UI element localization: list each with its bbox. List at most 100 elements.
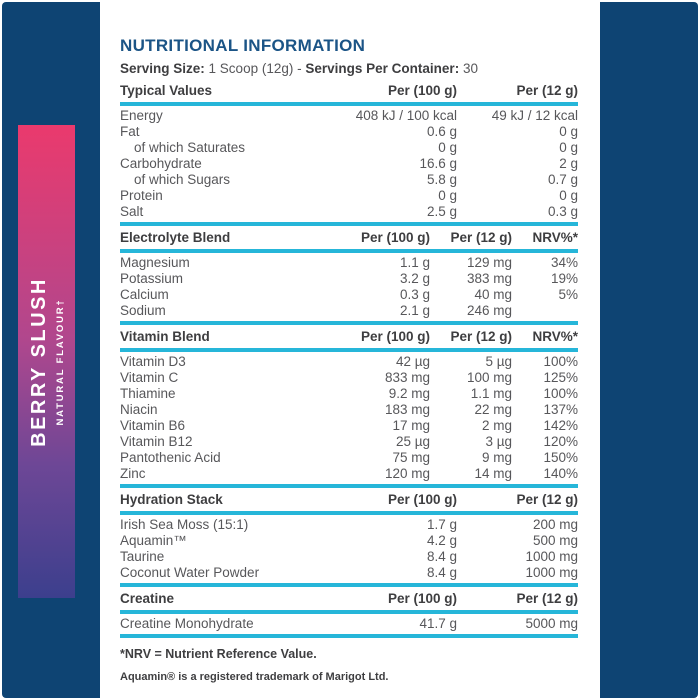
- column-header: NRV%*: [532, 329, 578, 344]
- row-value: 100 mg: [466, 370, 512, 385]
- row-value: 5%: [558, 287, 578, 302]
- nutrition-sections: Typical Values Per (100 g) Per (12 g) Energ…: [120, 81, 578, 638]
- row-value: [512, 303, 578, 319]
- table-row: Energy 408 kJ / 100 kcal 49 kJ / 12 kcal: [120, 108, 578, 124]
- row-value: 16.6 g: [419, 156, 457, 171]
- row-label: of which Saturates: [134, 140, 246, 155]
- section-header-row: Creatine Per (100 g) Per (12 g): [120, 589, 578, 608]
- row-label: Carbohydrate: [120, 156, 202, 171]
- section-title: Typical Values: [120, 83, 213, 98]
- row-label: Zinc: [120, 466, 146, 481]
- footnote-aquamin: Aquamin® is a registered trademark of Ma…: [120, 671, 389, 683]
- row-value: 120 mg: [384, 466, 430, 481]
- row-label: Vitamin B6: [120, 418, 186, 433]
- section-rule: [120, 222, 578, 226]
- row-value: 0.3 g: [547, 204, 578, 219]
- row-label: Vitamin C: [120, 370, 179, 385]
- table-row: Creatine Monohydrate 41.7 g 5000 mg: [120, 616, 578, 632]
- row-value: 833 mg: [384, 370, 430, 385]
- column-header: Per (12 g): [450, 329, 512, 344]
- flavour-banner: BERRY SLUSH NATURAL FLAVOUR†: [18, 125, 75, 598]
- row-label: Vitamin D3: [120, 354, 186, 369]
- row-value: 1.7 g: [426, 517, 457, 532]
- section-title: Hydration Stack: [120, 492, 223, 507]
- row-label: Calcium: [120, 287, 169, 302]
- row-value: 0 g: [559, 124, 578, 139]
- flavour-subtitle: NATURAL FLAVOUR†: [54, 298, 66, 425]
- table-row: Potassium 3.2 g 383 mg 19%: [120, 271, 578, 287]
- row-value: 8.4 g: [426, 565, 457, 580]
- row-value: 5 µg: [485, 354, 512, 369]
- section-header-row: Vitamin Blend Per (100 g) Per (12 g) NRV%*: [120, 327, 578, 346]
- row-value: 3.2 g: [399, 271, 430, 286]
- section-electrolyte-blend: Electrolyte Blend Per (100 g) Per (12 g) NR…: [120, 228, 578, 325]
- row-value: 5.8 g: [426, 172, 457, 187]
- table-row: Thiamine 9.2 mg 1.1 mg 100%: [120, 386, 578, 402]
- serving-size-value: 1 Scoop (12g): [208, 61, 294, 76]
- row-value: 4.2 g: [426, 533, 457, 548]
- row-label: Thiamine: [120, 386, 176, 401]
- row-label: Taurine: [120, 549, 165, 564]
- section-title: Creatine: [120, 591, 175, 606]
- row-label: Protein: [120, 188, 163, 203]
- row-value: 3 µg: [485, 434, 512, 449]
- row-label: Magnesium: [120, 255, 190, 270]
- serving-size-label: Serving Size:: [120, 61, 205, 76]
- row-value: 500 mg: [532, 533, 578, 548]
- page-title: NUTRITIONAL INFORMATION: [120, 36, 366, 55]
- column-header: Per (12 g): [516, 492, 578, 507]
- row-value: 200 mg: [532, 517, 578, 532]
- row-value: 129 mg: [466, 255, 512, 270]
- row-value: 2.5 g: [426, 204, 457, 219]
- section-rule: [120, 484, 578, 488]
- table-row: Aquamin™ 4.2 g 500 mg: [120, 533, 578, 549]
- section-rule: [120, 321, 578, 325]
- section-header-row: Electrolyte Blend Per (100 g) Per (12 g) NR…: [120, 228, 578, 247]
- serving-separator: -: [297, 61, 302, 76]
- row-value: 9 mg: [481, 450, 512, 465]
- row-value: 125%: [543, 370, 578, 385]
- row-value: 41.7 g: [419, 616, 457, 631]
- row-value: 34%: [550, 255, 578, 270]
- row-value: 0 g: [559, 188, 578, 203]
- row-value: 5000 mg: [525, 616, 578, 631]
- row-label: Sodium: [120, 303, 166, 318]
- row-value: 1.1 g: [399, 255, 430, 270]
- section-header-row: Hydration Stack Per (100 g) Per (12 g): [120, 490, 578, 509]
- row-label: Fat: [120, 124, 140, 139]
- table-row: Vitamin B6 17 mg 2 mg 142%: [120, 418, 578, 434]
- row-label: Energy: [120, 108, 163, 123]
- row-label: Aquamin™: [120, 533, 187, 548]
- servings-per-container-label: Servings Per Container:: [305, 61, 460, 76]
- column-header: Per (12 g): [516, 591, 578, 606]
- column-header: Per (100 g): [360, 329, 430, 344]
- column-header: Per (100 g): [360, 230, 430, 245]
- row-value: 0 g: [438, 140, 457, 155]
- row-value: 0 g: [438, 188, 457, 203]
- table-row: Taurine 8.4 g 1000 mg: [120, 549, 578, 565]
- row-label: Potassium: [120, 271, 184, 286]
- row-value: 100%: [543, 354, 578, 369]
- row-value: 0.3 g: [399, 287, 430, 302]
- section-rule: [120, 511, 578, 515]
- table-row: Coconut Water Powder 8.4 g 1000 mg: [120, 565, 578, 581]
- row-value: 142%: [543, 418, 578, 433]
- footnotes: *NRV = Nutrient Reference Value. Aquamin…: [120, 646, 578, 684]
- table-row: Niacin 183 mg 22 mg 137%: [120, 402, 578, 418]
- row-value: 2.1 g: [399, 303, 430, 318]
- row-value: 2 g: [559, 156, 578, 171]
- table-row: Calcium 0.3 g 40 mg 5%: [120, 287, 578, 303]
- row-value: 22 mg: [474, 402, 512, 417]
- table-row: Salt 2.5 g 0.3 g: [120, 204, 578, 220]
- section-rule: [120, 249, 578, 253]
- table-row: Sodium 2.1 g 246 mg: [120, 303, 578, 319]
- table-row: of which Saturates 0 g 0 g: [120, 140, 578, 156]
- row-value: 100%: [543, 386, 578, 401]
- row-label: Vitamin B12: [120, 434, 193, 449]
- nutrition-panel: NUTRITIONAL INFORMATION Serving Size: 1 …: [100, 0, 600, 700]
- section-rule: [120, 102, 578, 106]
- column-header: Per (100 g): [387, 492, 457, 507]
- table-row: of which Sugars 5.8 g 0.7 g: [120, 172, 578, 188]
- row-value: 1000 mg: [525, 549, 578, 564]
- row-label: Irish Sea Moss (15:1): [120, 517, 249, 532]
